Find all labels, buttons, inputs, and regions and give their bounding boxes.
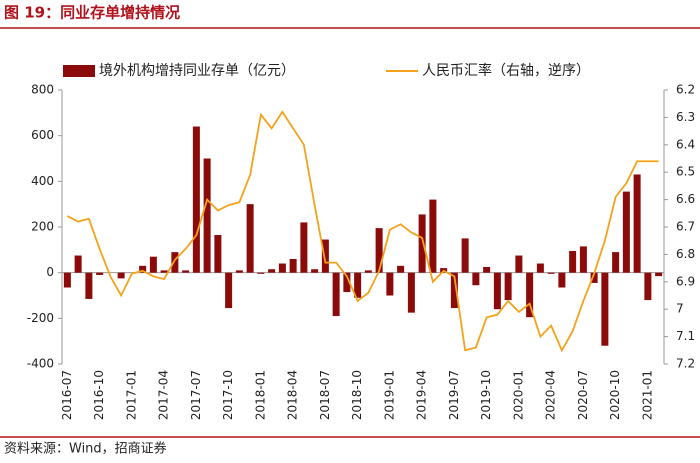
bar	[386, 272, 394, 296]
x-tick-label: 2020-04	[544, 370, 558, 420]
legend-label: 境外机构增持同业存单（亿元）	[99, 63, 295, 79]
bar	[96, 272, 104, 275]
bar	[483, 266, 491, 273]
x-tick-label: 2020-07	[576, 370, 590, 420]
bar	[63, 272, 71, 288]
legend-swatch	[63, 65, 95, 77]
x-tick-label: 2020-01	[511, 370, 525, 420]
bar	[257, 272, 265, 274]
x-tick-label: 2018-10	[350, 370, 364, 420]
y2-tick-label: 7	[676, 302, 684, 316]
bar	[569, 250, 577, 273]
bar	[139, 265, 147, 273]
bar	[149, 256, 157, 273]
bar	[407, 272, 415, 313]
x-tick-label: 2018-04	[286, 370, 300, 420]
x-tick-label: 2017-01	[124, 370, 138, 420]
y-tick-label: 600	[31, 128, 54, 142]
y2-tick-label: 6.4	[676, 137, 695, 151]
bar	[268, 269, 276, 273]
bar	[311, 269, 319, 273]
bar	[590, 272, 598, 283]
y-tick-label: 800	[31, 83, 54, 97]
x-tick-label: 2019-10	[479, 370, 493, 420]
x-tick-label: 2016-07	[60, 370, 74, 420]
y2-tick-label: 6.6	[676, 192, 695, 206]
bar	[278, 263, 286, 273]
bar	[429, 199, 437, 273]
chart-title: 图 19：同业存单增持情况	[4, 4, 180, 22]
bar	[418, 214, 426, 273]
line-series	[66, 110, 659, 353]
bar	[160, 270, 168, 273]
bar	[300, 222, 308, 273]
bar	[203, 158, 211, 273]
bar	[472, 272, 480, 286]
bar	[235, 270, 243, 273]
x-tick-label: 2021-01	[640, 370, 654, 420]
bar	[547, 272, 555, 274]
y2-tick-label: 6.7	[676, 220, 695, 234]
bar	[375, 228, 383, 273]
bar	[526, 272, 534, 318]
bar	[622, 191, 630, 273]
bar	[289, 258, 297, 273]
y2-tick-label: 6.2	[676, 83, 695, 97]
x-tick-label: 2017-07	[189, 370, 203, 420]
bar	[364, 270, 372, 273]
y2-tick-label: 6.5	[676, 165, 695, 179]
x-tick-label: 2017-04	[157, 370, 171, 420]
bar	[558, 272, 566, 288]
source-note: 资料来源：Wind，招商证券	[4, 441, 167, 457]
bar	[493, 272, 501, 310]
y-tick-label: 200	[31, 220, 54, 234]
y2-tick-label: 7.2	[676, 357, 695, 371]
bar	[644, 272, 652, 301]
y-tick-label: -200	[27, 311, 54, 325]
bar	[515, 255, 523, 273]
bar	[579, 246, 587, 273]
bar	[332, 272, 340, 317]
bar	[85, 272, 93, 299]
bar	[354, 272, 362, 298]
x-tick-label: 2019-01	[382, 370, 396, 420]
x-tick-label: 2018-07	[318, 370, 332, 420]
bar	[343, 272, 351, 293]
x-tick-label: 2020-10	[608, 370, 622, 420]
y-tick-label: -400	[27, 357, 54, 371]
y-tick-label: 400	[31, 174, 54, 188]
y2-tick-label: 7.1	[676, 329, 695, 343]
legend-label: 人民币汇率（右轴，逆序）	[422, 62, 590, 79]
bar	[504, 272, 512, 301]
y2-tick-label: 6.8	[676, 247, 695, 261]
bar	[192, 126, 200, 273]
bar	[397, 265, 405, 273]
x-tick-label: 2016-10	[92, 370, 106, 420]
bar	[612, 252, 620, 273]
x-tick-label: 2017-10	[221, 370, 235, 420]
bar	[450, 272, 458, 309]
y2-tick-label: 6.9	[676, 274, 695, 288]
y2-tick-label: 6.3	[676, 110, 695, 124]
bar	[225, 272, 233, 309]
bar	[321, 239, 329, 273]
bar	[246, 204, 254, 273]
bar	[171, 252, 179, 273]
bar	[117, 272, 125, 279]
bar	[74, 255, 82, 273]
bar	[214, 234, 222, 273]
bar	[536, 263, 544, 273]
x-tick-label: 2019-04	[415, 370, 429, 420]
bar	[182, 270, 190, 273]
bar	[655, 272, 663, 277]
x-tick-label: 2018-01	[253, 370, 267, 420]
y-tick-label: 0	[46, 265, 54, 279]
bar	[461, 238, 469, 273]
bar	[601, 272, 609, 346]
x-tick-label: 2019-07	[447, 370, 461, 420]
bar	[633, 174, 641, 273]
